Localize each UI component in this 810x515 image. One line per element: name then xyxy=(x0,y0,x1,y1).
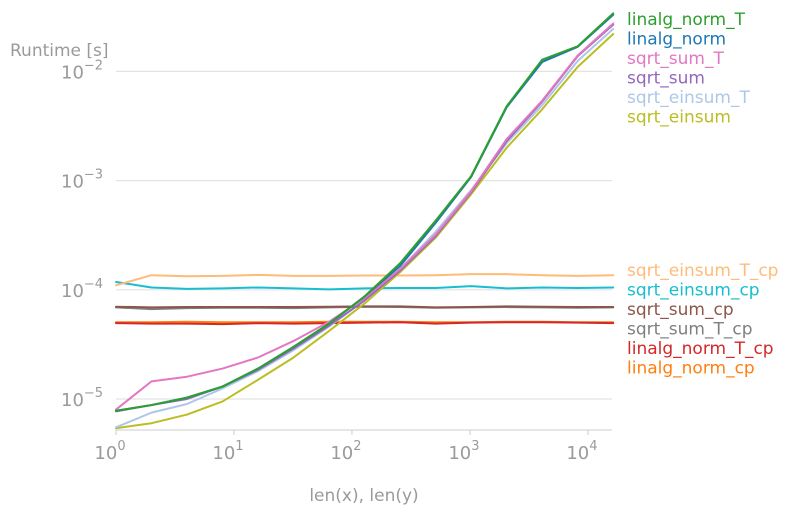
legend-entry-sqrt-sum-T: sqrt_sum_T xyxy=(627,49,724,69)
y-tick-label: 10−4 xyxy=(61,277,103,302)
y-tick-label: 10−2 xyxy=(61,58,103,83)
series-line-sqrt-einsum xyxy=(115,33,615,430)
y-tick-label: 10−5 xyxy=(61,386,103,411)
legend-entry-linalg-norm-T-cp: linalg_norm_T_cp xyxy=(627,339,774,359)
y-tick-label: 10−3 xyxy=(61,168,103,193)
series-line-linalg-norm-T-cp xyxy=(115,321,615,326)
series-line-sqrt-einsum-cp xyxy=(115,280,615,291)
legend-entry-sqrt-einsum-cp: sqrt_einsum_cp xyxy=(627,281,760,301)
x-tick-label: 102 xyxy=(330,439,361,464)
x-tick-label: 100 xyxy=(94,439,125,464)
grid-lines xyxy=(116,70,612,400)
series-line-linalg-norm-T xyxy=(115,12,615,412)
legend-entry-sqrt-einsum: sqrt_einsum xyxy=(627,108,731,128)
legend-entry-sqrt-sum-cp: sqrt_sum_cp xyxy=(627,300,734,320)
series-line-sqrt-sum-T xyxy=(115,22,615,411)
series-line-sqrt-einsum-T xyxy=(115,27,615,429)
x-axis-ticks: 100 101 102 103 104 xyxy=(94,430,598,464)
x-tick-label: 101 xyxy=(212,439,243,464)
series-line-sqrt-sum xyxy=(115,23,615,413)
series-line-sqrt-einsum-T-cp xyxy=(115,273,615,287)
legend-entry-sqrt-sum-T-cp: sqrt_sum_T_cp xyxy=(627,320,753,340)
x-axis-title: len(x), len(y) xyxy=(309,486,418,506)
legend-entry-sqrt-sum: sqrt_sum xyxy=(627,69,705,89)
x-tick-label: 104 xyxy=(566,439,597,464)
legend: linalg_norm_Tlinalg_normsqrt_sum_Tsqrt_s… xyxy=(627,10,778,379)
series-line-linalg-norm xyxy=(115,13,615,412)
series-lines xyxy=(115,12,615,430)
legend-entry-sqrt-einsum-T-cp: sqrt_einsum_T_cp xyxy=(627,261,778,281)
legend-entry-sqrt-einsum-T: sqrt_einsum_T xyxy=(627,88,750,108)
legend-entry-linalg-norm-cp: linalg_norm_cp xyxy=(627,359,755,379)
y-axis-ticks: 10−5 10−4 10−3 10−2 xyxy=(61,58,103,411)
x-tick-label: 103 xyxy=(448,439,479,464)
series-line-sqrt-sum-cp xyxy=(115,305,615,309)
y-axis-title: Runtime [s] xyxy=(10,41,109,61)
legend-entry-linalg-norm: linalg_norm xyxy=(627,30,726,50)
legend-entry-linalg-norm-T: linalg_norm_T xyxy=(627,10,746,30)
